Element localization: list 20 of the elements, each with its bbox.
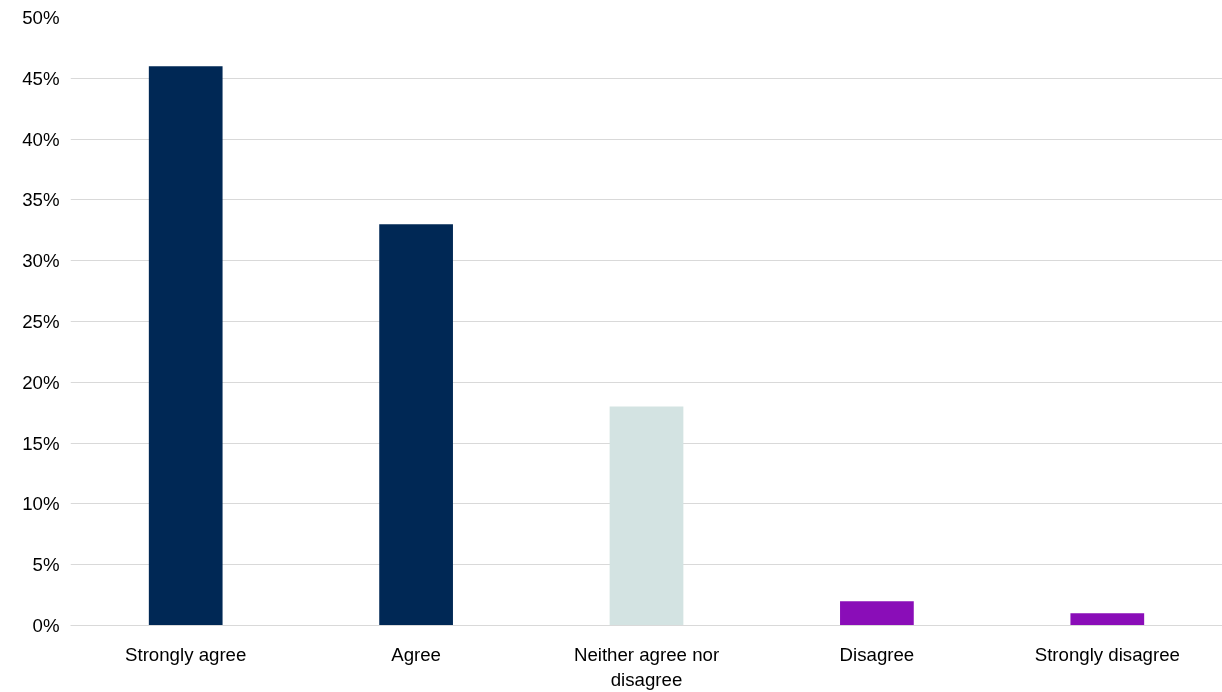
y-tick-label: 0% (32, 615, 60, 636)
y-tick-label: 35% (22, 189, 60, 211)
y-tick-label: 30% (22, 250, 60, 272)
y-tick-label: 25% (22, 311, 60, 332)
bar (148, 66, 223, 626)
x-tick-label: Strongly disagree (1034, 643, 1180, 665)
bar (379, 224, 453, 626)
y-tick-label: 50% (22, 7, 60, 28)
y-tick-label: 20% (22, 371, 60, 393)
bar (1070, 613, 1145, 626)
x-tick-label: Strongly agree (125, 643, 247, 665)
y-tick-label: 40% (22, 128, 60, 150)
y-tick-label: 15% (22, 432, 60, 454)
x-tick-label: Neither agree nor disagree (573, 643, 720, 690)
y-tick-label: 10% (22, 493, 60, 515)
bar (840, 601, 914, 626)
x-tick-label: Disagree (839, 643, 915, 665)
y-tick-label: 45% (22, 67, 60, 89)
y-tick-label: 5% (32, 554, 60, 576)
x-tick-label: Agree (391, 643, 442, 665)
